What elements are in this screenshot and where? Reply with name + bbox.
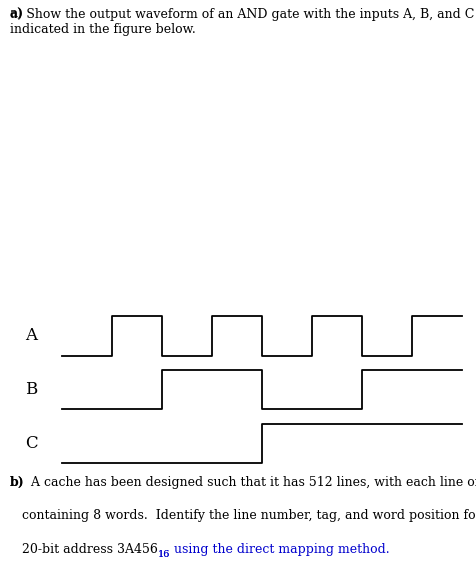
Text: A: A [25,328,37,344]
Text: 20-bit address 3A456: 20-bit address 3A456 [10,543,158,555]
Text: a) Show the output waveform of an AND gate with the inputs A, B, and C
indicated: a) Show the output waveform of an AND ga… [10,9,474,36]
Text: using the direct mapping method.: using the direct mapping method. [170,543,389,555]
Text: containing 8 words.  Identify the line number, tag, and word position for the: containing 8 words. Identify the line nu… [10,509,476,523]
Text: 16: 16 [158,550,170,559]
Text: a): a) [10,9,24,21]
Text: C: C [25,435,37,452]
Text: b): b) [10,476,24,489]
Text: b)  A cache has been designed such that it has 512 lines, with each line or bloc: b) A cache has been designed such that i… [10,476,476,489]
Text: 16: 16 [158,550,170,559]
Text: B: B [25,381,37,398]
